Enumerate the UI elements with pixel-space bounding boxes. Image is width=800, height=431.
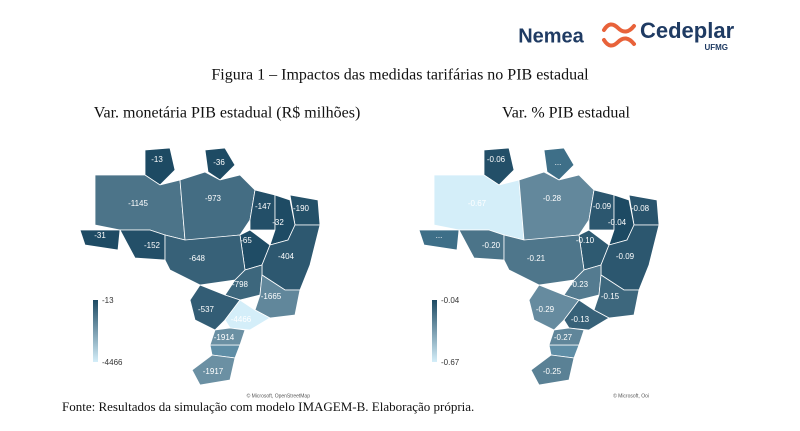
region [588, 189, 615, 231]
region-label: ... [555, 158, 562, 167]
legend-max: -0.04 [441, 296, 460, 305]
figure-title: Figura 1 – Impactos das medidas tarifári… [211, 67, 589, 84]
region-label: -13 [151, 155, 163, 164]
legend-bar [432, 300, 437, 362]
region-label: -0.23 [570, 280, 589, 289]
region [548, 327, 585, 346]
legend-min: -0.67 [441, 358, 460, 367]
region-label: -147 [255, 202, 272, 211]
region-label: -798 [232, 280, 249, 289]
map-title: Var. % PIB estadual [502, 105, 631, 122]
region-label: -0.10 [576, 236, 595, 245]
region [79, 229, 121, 251]
region-label: -0.25 [543, 367, 562, 376]
region [179, 171, 256, 241]
source: Fonte: Resultados da simulação com model… [62, 399, 474, 414]
region-label: -0.04 [608, 218, 627, 227]
region-label: -1914 [214, 333, 235, 342]
region [418, 229, 460, 251]
region-label: -1665 [261, 292, 282, 301]
region-label: -0.06 [487, 155, 506, 164]
region [224, 299, 271, 331]
region-label: -648 [189, 254, 206, 263]
region-label: -31 [94, 231, 106, 240]
region-label: -4466 [231, 315, 252, 324]
region [191, 354, 236, 386]
region-label: -0.20 [482, 241, 501, 250]
region-label: -0.27 [554, 333, 573, 342]
region-label: -32 [272, 218, 284, 227]
region-label: -190 [293, 204, 310, 213]
region-label: -1917 [203, 367, 224, 376]
region-label: -537 [198, 305, 215, 314]
region-label: -0.29 [536, 305, 555, 314]
region [483, 147, 515, 186]
region-label: -0.15 [601, 292, 620, 301]
legend-min: -4466 [102, 358, 123, 367]
map: -13 -36 -1145 -973 -147 -190 -32 -31 -152 -65 -404… [79, 147, 321, 399]
region-label: -1145 [128, 199, 148, 208]
legend-bar [93, 300, 98, 362]
map: -0.06 ... -0.67 -0.28 -0.09 -0.08 -0.04... -0.2… [418, 147, 660, 399]
region [144, 147, 176, 186]
region [530, 354, 575, 386]
attribution: © Microsoft, Ooi [613, 392, 649, 399]
logo-icon [602, 22, 636, 48]
region-label: -0.13 [571, 315, 590, 324]
region [249, 189, 276, 231]
region-label: -65 [240, 236, 252, 245]
region [209, 327, 246, 346]
region-label: -0.28 [543, 194, 562, 203]
region [518, 171, 595, 241]
region-label: -404 [278, 252, 295, 261]
region-label: -0.09 [616, 252, 635, 261]
region-label: -36 [213, 158, 225, 167]
region-label: -0.08 [631, 204, 650, 213]
region-label: -0.67 [468, 199, 487, 208]
region [563, 299, 610, 331]
attribution: © Microsoft, OpenStreetMap [247, 392, 311, 399]
legend-max: -13 [102, 296, 114, 305]
logo-sub: UFMG [704, 43, 728, 52]
region-label: ... [436, 231, 443, 240]
region-label: -152 [144, 241, 161, 250]
region-label: -973 [205, 194, 222, 203]
map-title: Var. monetária PIB estadual (R$ milhões) [94, 105, 361, 122]
region-label: -0.21 [527, 254, 546, 263]
brand: Nemea [518, 25, 584, 47]
region [543, 147, 575, 181]
logo-text: Cedeplar [640, 18, 735, 43]
region [189, 284, 241, 331]
region-label: -0.09 [593, 202, 612, 211]
region [528, 284, 580, 331]
region [204, 147, 236, 181]
